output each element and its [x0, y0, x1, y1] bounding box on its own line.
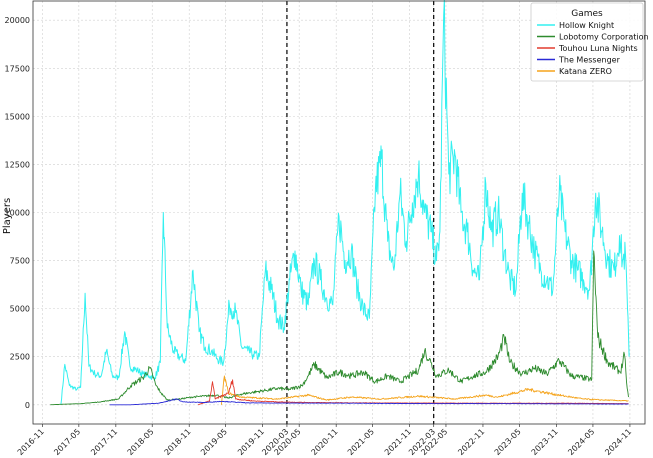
series-line: [50, 250, 629, 406]
legend-title: Games: [571, 9, 603, 19]
legend-entry: Katana ZERO: [559, 67, 612, 76]
y-tick-label: 15000: [5, 112, 30, 121]
x-tick-label: 2024-11: [603, 427, 633, 457]
y-tick-label: 20000: [5, 16, 30, 25]
series-lines: [50, 0, 630, 406]
legend-entry: Lobotomy Corporation: [559, 33, 649, 42]
plot-frame: [32, 0, 646, 425]
series-line: [60, 0, 630, 405]
event-lines: [286, 1, 435, 424]
x-tick-label: 2017-05: [52, 427, 82, 457]
legend-entry: Touhou Luna Nights: [558, 44, 638, 53]
x-tick-label: 2016-11: [16, 427, 46, 457]
x-tick-label: 2022-11: [456, 427, 486, 457]
x-tick-label: 2020-11: [310, 427, 340, 457]
legend-entry: Hollow Knight: [559, 21, 614, 30]
grid: [33, 1, 645, 424]
y-tick-label: 7500: [10, 257, 30, 266]
legend-box: [530, 2, 644, 82]
y-tick-label: 2500: [10, 353, 30, 362]
legend-entry: The Messenger: [558, 56, 621, 65]
legend: Games Hollow Knight Lobotomy Corporation T…: [530, 2, 649, 82]
y-axis-title: Players: [2, 198, 13, 234]
series-line: [220, 375, 629, 405]
x-tick-label: 2018-11: [163, 427, 193, 457]
x-tick-label: 2023-05: [493, 427, 523, 457]
series-line: [197, 379, 629, 406]
x-tick-label: 2021-05: [346, 427, 376, 457]
y-tick-label: 5000: [10, 305, 30, 314]
y-tick-label: 17500: [5, 64, 30, 73]
x-tick-label: 2019-05: [199, 427, 229, 457]
y-tick-label: 0: [25, 401, 30, 410]
x-tick-label: 2017-11: [89, 427, 119, 457]
y-tick-label: 10000: [5, 209, 30, 218]
x-tick-label: 2023-11: [530, 427, 560, 457]
x-tick-label: 2018-05: [126, 427, 156, 457]
x-tick-label: 2024-05: [566, 427, 596, 457]
y-tick-label: 12500: [5, 160, 30, 169]
series-line: [109, 398, 629, 406]
